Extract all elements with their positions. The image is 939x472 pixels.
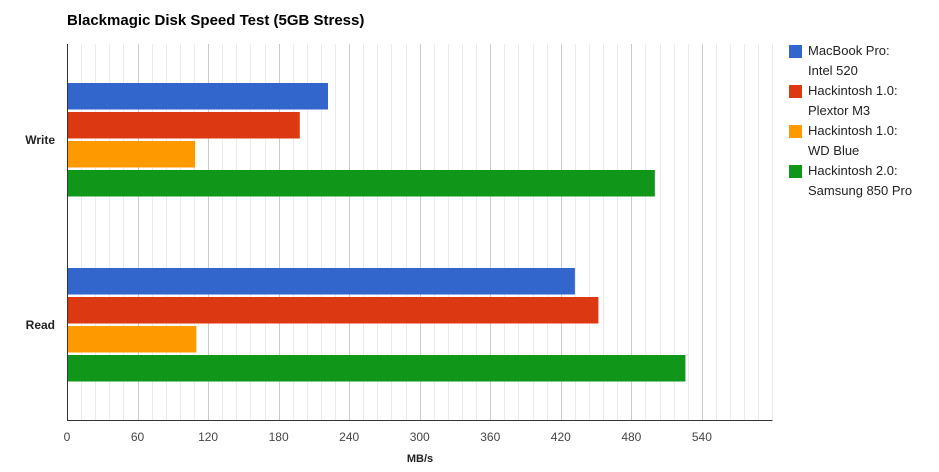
bar-write-1 bbox=[67, 83, 329, 110]
x-tick-label: 360 bbox=[480, 430, 500, 444]
legend-swatch bbox=[789, 165, 802, 178]
x-tick-label: 540 bbox=[692, 430, 712, 444]
bar-write-2 bbox=[67, 112, 300, 139]
x-tick-label: 420 bbox=[551, 430, 571, 444]
bars bbox=[67, 83, 686, 382]
x-tick-label: 300 bbox=[410, 430, 430, 444]
x-tick-label: 60 bbox=[131, 430, 145, 444]
legend-label: Hackintosh 1.0: Plextor M3 bbox=[808, 81, 898, 121]
x-tick-label: 120 bbox=[198, 430, 218, 444]
chart-title: Blackmagic Disk Speed Test (5GB Stress) bbox=[67, 12, 365, 29]
axes: Write Read 0 60 120 180 240 300 360 420 480 540 MB/s bbox=[25, 44, 773, 465]
legend-label-line: Hackintosh 1.0: bbox=[808, 83, 898, 98]
legend-label: Hackintosh 1.0: WD Blue bbox=[808, 121, 898, 161]
bar-write-3 bbox=[67, 141, 196, 168]
category-label-write: Write bbox=[25, 133, 55, 147]
legend-label-line: WD Blue bbox=[808, 143, 860, 158]
legend: MacBook Pro: Intel 520 Hackintosh 1.0: Plex… bbox=[789, 41, 912, 204]
x-tick-label: 240 bbox=[339, 430, 359, 444]
legend-swatch bbox=[789, 125, 802, 138]
x-tick-label: 180 bbox=[269, 430, 289, 444]
legend-label: MacBook Pro: Intel 520 bbox=[808, 41, 890, 81]
legend-label-line: Hackintosh 2.0: bbox=[808, 163, 898, 178]
x-axis-label: MB/s bbox=[407, 453, 433, 465]
legend-item-2: Hackintosh 1.0: Plextor M3 bbox=[789, 81, 912, 124]
bar-write-4 bbox=[67, 170, 655, 197]
legend-label-line: Samsung 850 Pro bbox=[808, 183, 913, 198]
x-tick-label: 0 bbox=[64, 430, 71, 444]
bar-read-2 bbox=[67, 297, 599, 324]
legend-label: Hackintosh 2.0: Samsung 850 Pro bbox=[808, 161, 912, 201]
legend-item-1: MacBook Pro: Intel 520 bbox=[789, 41, 912, 84]
legend-label-line: MacBook Pro: bbox=[808, 43, 890, 58]
legend-item-3: Hackintosh 1.0: WD Blue bbox=[789, 121, 912, 164]
x-tick-label: 480 bbox=[621, 430, 641, 444]
legend-label-line: Intel 520 bbox=[808, 63, 858, 78]
legend-label-line: Plextor M3 bbox=[808, 103, 871, 118]
legend-item-4: Hackintosh 2.0: Samsung 850 Pro bbox=[789, 161, 912, 204]
bar-read-1 bbox=[67, 268, 575, 295]
legend-swatch bbox=[789, 85, 802, 98]
bar-read-3 bbox=[67, 326, 197, 353]
bar-read-4 bbox=[67, 355, 686, 382]
legend-swatch bbox=[789, 45, 802, 58]
category-label-read: Read bbox=[26, 318, 55, 332]
legend-label-line: Hackintosh 1.0: bbox=[808, 123, 898, 138]
